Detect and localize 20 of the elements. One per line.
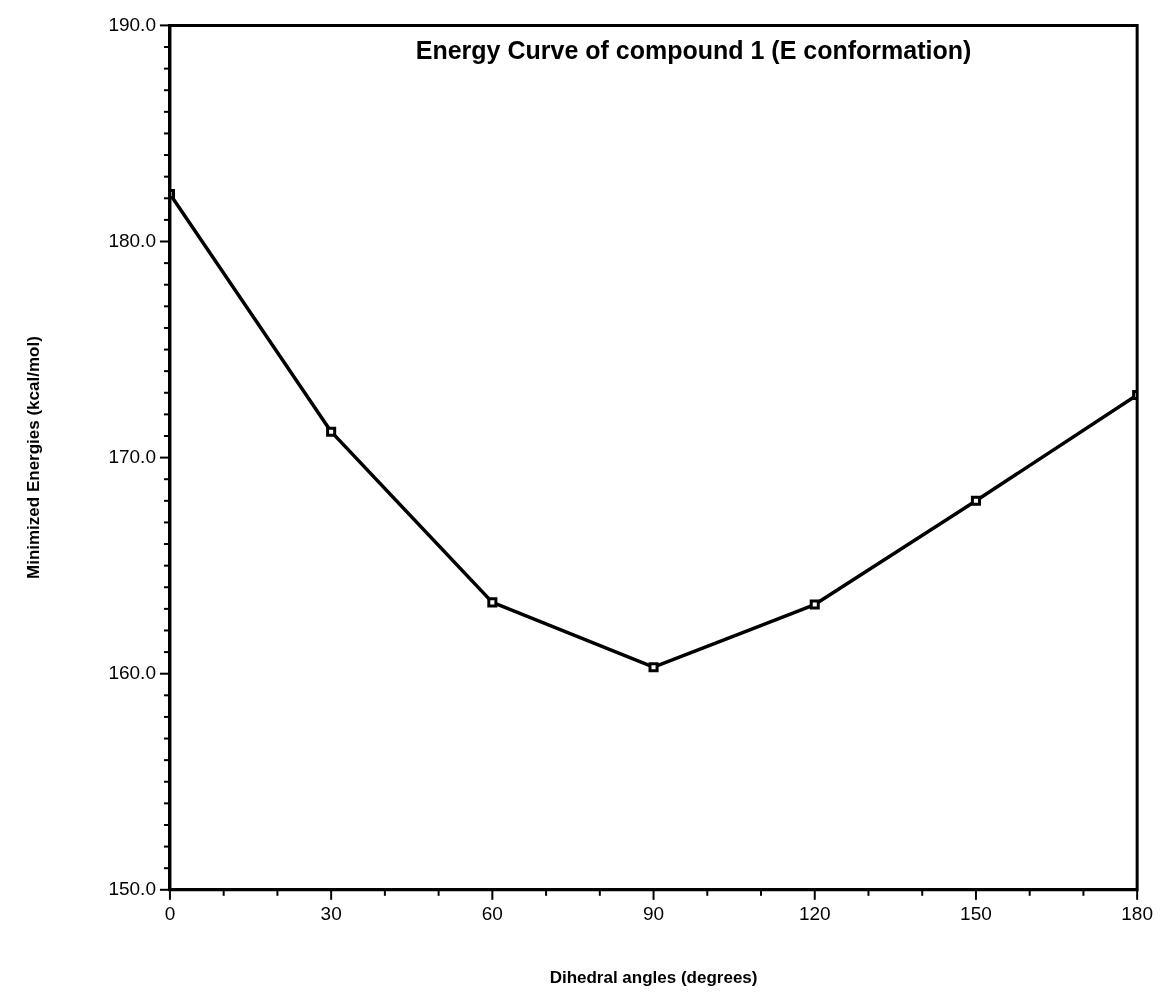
y-tick-label: 160.0 xyxy=(108,661,156,683)
x-tick-label: 90 xyxy=(642,903,665,925)
y-tick-label: 180.0 xyxy=(108,229,156,251)
point xyxy=(648,662,659,673)
y-tick-label: 170.0 xyxy=(108,445,156,467)
x-tick-label: 120 xyxy=(798,903,831,925)
y-tick-label: 150.0 xyxy=(108,878,156,900)
point xyxy=(970,495,981,506)
x-tick-label: 0 xyxy=(164,903,176,925)
x-tick-label: 30 xyxy=(320,903,342,925)
y-axis-title: Minimized Energies (kcal/mol) xyxy=(23,336,43,579)
x-tick-label: 60 xyxy=(481,903,503,925)
point xyxy=(326,426,337,437)
y-tick-label: 190.0 xyxy=(108,13,156,35)
x-tick-label: 150 xyxy=(960,903,992,925)
x-tick-label: 180 xyxy=(1121,903,1153,925)
chart-title: Energy Curve of compound 1 (E conformation) xyxy=(415,35,972,64)
point xyxy=(809,599,820,610)
point xyxy=(487,597,498,608)
x-axis-title: Dihedral angles (degrees) xyxy=(549,968,758,988)
